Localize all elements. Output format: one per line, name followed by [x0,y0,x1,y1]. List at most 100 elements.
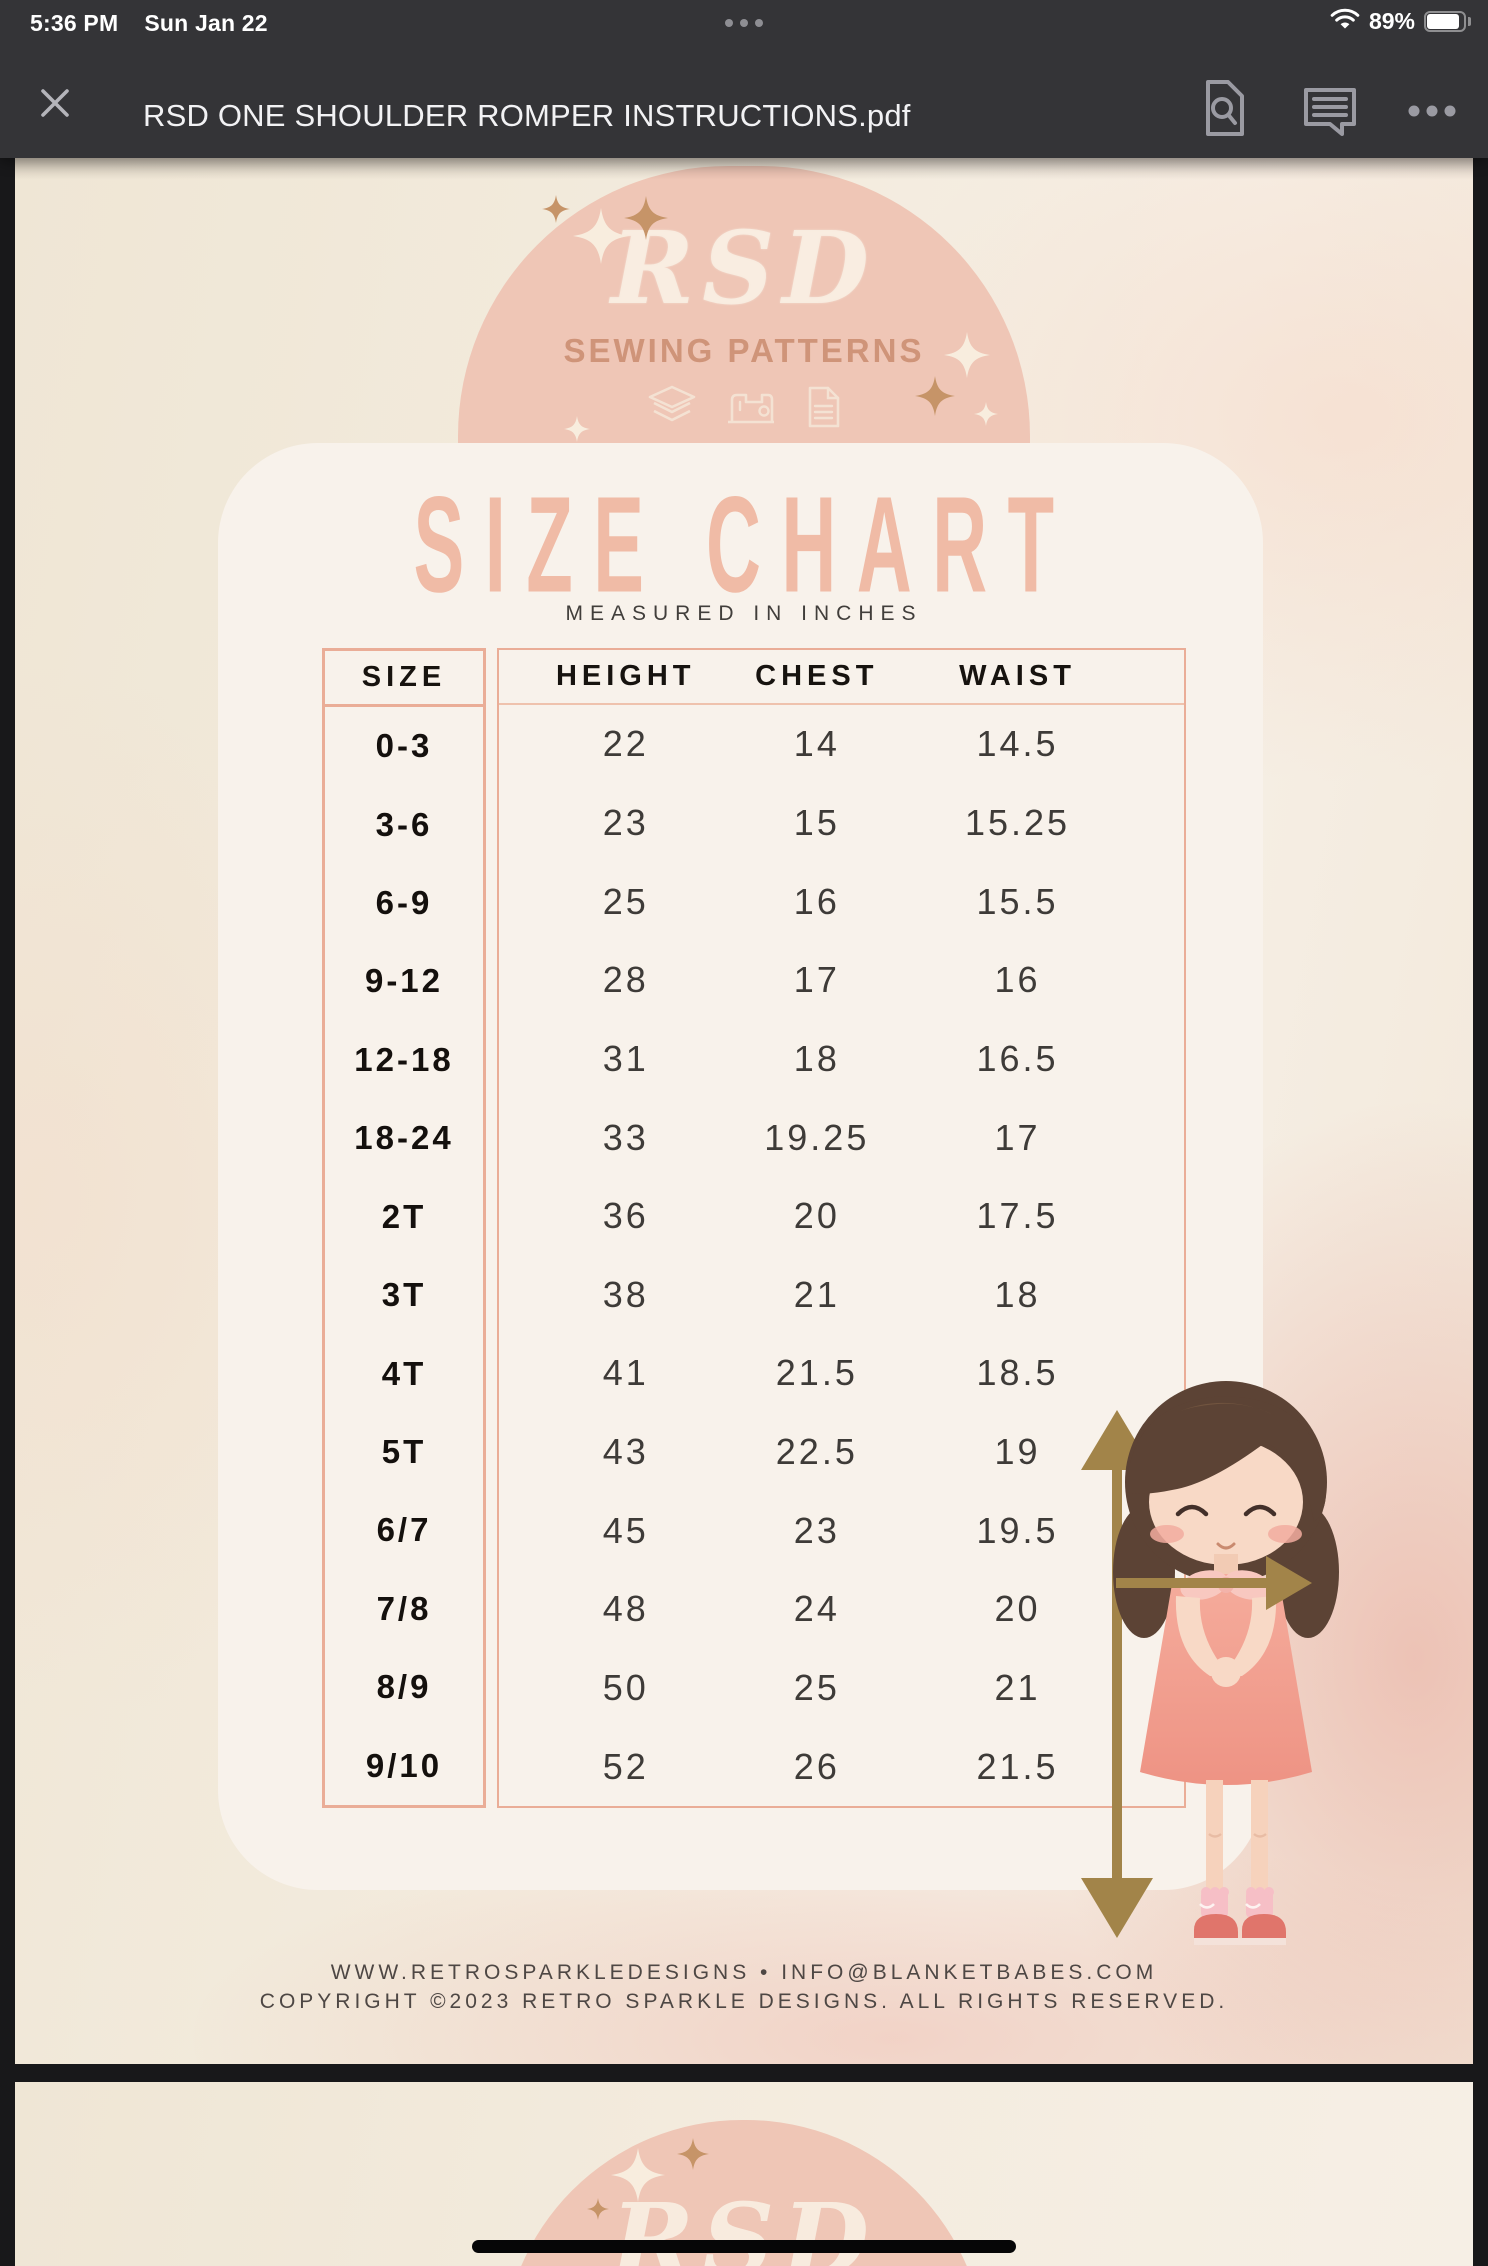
height-value: 22 [602,723,649,765]
clock: 5:36 PM Sun Jan 22 [30,10,268,37]
size-column: SIZE 0-3 3-6 6-9 9-12 12-18 18-24 2T 3T 4T 5T 6/7 7… [322,648,486,1808]
size-label: 0-3 [375,727,433,765]
annotations-button[interactable] [1302,86,1358,136]
height-value: 36 [602,1195,649,1237]
wifi-icon [1330,8,1360,35]
pattern-paper-icon [804,384,842,435]
height-value: 33 [602,1116,649,1158]
size-label: 9/10 [365,1746,443,1784]
top-bar: 5:36 PM Sun Jan 22 89% [0,0,1488,158]
size-chart-table: SIZE 0-3 3-6 6-9 9-12 12-18 18-24 2T 3T 4T 5T 6/7 7… [322,648,1186,1808]
size-label: 4T [381,1354,427,1392]
height-value: 52 [602,1745,649,1787]
height-column-header: HEIGHT [555,660,696,692]
footer-contact-line: WWW.RETROSPARKLEDESIGNS • INFO@BLANKETBA… [330,1961,1158,1984]
size-label: 2T [381,1197,427,1235]
size-label: 7/8 [376,1589,432,1627]
measurements-body: 22 14 14.5 23 15 15.25 25 16 15.5 28 17 16 31 18 16.5 3… [499,705,1184,1806]
waist-value: 19.5 [976,1509,1059,1551]
brand-icon-row [646,384,842,435]
battery-icon [1424,11,1471,32]
chest-value: 20 [793,1195,840,1237]
height-value: 23 [602,801,649,843]
waist-value: 20 [994,1588,1041,1630]
waist-value: 14.5 [976,723,1059,765]
height-value: 43 [602,1431,649,1473]
chest-value: 14 [793,723,840,765]
chest-column-header: CHEST [755,660,879,692]
size-label: 3-6 [375,805,433,843]
size-label: 3T [381,1276,427,1314]
close-icon [36,89,74,125]
size-chart-heading: SIZE CHART [413,468,1075,621]
chest-value: 24 [793,1588,840,1630]
size-column-header: SIZE [325,651,483,707]
pdf-page-1[interactable]: RSD SEWING PATTERNS [15,158,1473,2064]
height-value: 38 [602,1273,649,1315]
chest-value: 23 [793,1509,840,1551]
size-column-body: 0-3 3-6 6-9 9-12 12-18 18-24 2T 3T 4T 5T 6/7 7/8 8/9… [325,707,483,1805]
chest-value: 21 [793,1273,840,1315]
fabric-stack-icon [646,385,698,434]
brand-tagline: SEWING PATTERNS [563,332,925,369]
chest-value: 17 [793,959,840,1001]
waist-value: 15.25 [964,801,1071,843]
height-value: 25 [602,880,649,922]
measurements-box: HEIGHT CHEST WAIST 22 14 14.5 23 15 15.25 25 16… [497,648,1186,1808]
height-value: 48 [602,1588,649,1630]
chest-value: 21.5 [775,1352,858,1394]
height-value: 45 [602,1509,649,1551]
size-label: 5T [381,1433,427,1471]
waist-value: 17 [994,1116,1041,1158]
waist-value: 18.5 [976,1352,1059,1394]
waist-value: 18 [994,1273,1041,1315]
home-indicator[interactable] [472,2240,1016,2253]
status-time: 5:36 PM [30,10,119,36]
search-in-document-button[interactable] [1198,78,1250,138]
waist-value: 21 [994,1667,1041,1709]
waist-column-header: WAIST [959,660,1076,692]
waist-value: 16 [994,959,1041,1001]
sewing-machine-icon [724,386,778,433]
battery-percent: 89% [1368,8,1415,34]
size-chart-subheading: MEASURED IN INCHES [565,602,923,625]
waist-value: 21.5 [976,1745,1059,1787]
chest-value: 26 [793,1745,840,1787]
footer-copyright-line: COPYRIGHT ©2023 RETRO SPARKLE DESIGNS. A… [259,1990,1229,2013]
more-icon [1406,105,1458,127]
chest-value: 25 [793,1667,840,1709]
girl-figure [1113,1381,1339,1945]
comment-icon [1302,88,1358,139]
close-button[interactable] [36,84,74,122]
chest-value: 22.5 [775,1431,858,1473]
page-footer: WWW.RETROSPARKLEDESIGNS • INFO@BLANKETBA… [15,1958,1473,2016]
waist-value: 19 [994,1431,1041,1473]
chest-arrow [1116,1556,1312,1610]
multitask-dots-icon[interactable] [725,19,763,27]
status-bar: 5:36 PM Sun Jan 22 89% [0,0,1488,48]
pdf-toolbar: RSD ONE SHOULDER ROMPER INSTRUCTIONS.pdf [0,48,1488,158]
pdf-page-2[interactable]: RSD [15,2082,1473,2266]
size-label: 6/7 [376,1511,432,1549]
size-label: 18-24 [354,1119,454,1157]
more-options-button[interactable] [1406,98,1458,124]
size-chart-card [218,443,1263,1890]
waist-value: 16.5 [976,1037,1059,1079]
chest-value: 19.25 [764,1116,870,1158]
height-value: 31 [602,1037,649,1079]
brand-logo: RSD [610,209,878,327]
brand-logo-next-page: RSD [610,2181,878,2266]
chest-value: 16 [793,880,840,922]
size-label: 9-12 [364,962,444,1000]
status-date: Sun Jan 22 [144,10,268,36]
document-title: RSD ONE SHOULDER ROMPER INSTRUCTIONS.pdf [143,98,911,133]
size-label: 12-18 [354,1040,454,1078]
size-label: 6-9 [375,884,433,922]
chest-value: 18 [793,1037,840,1079]
size-label: 8/9 [376,1668,432,1706]
waist-value: 17.5 [976,1195,1059,1237]
chest-value: 15 [793,801,840,843]
height-value: 50 [602,1667,649,1709]
search-document-icon [1198,80,1250,141]
measurements-header: HEIGHT CHEST WAIST [499,650,1184,705]
